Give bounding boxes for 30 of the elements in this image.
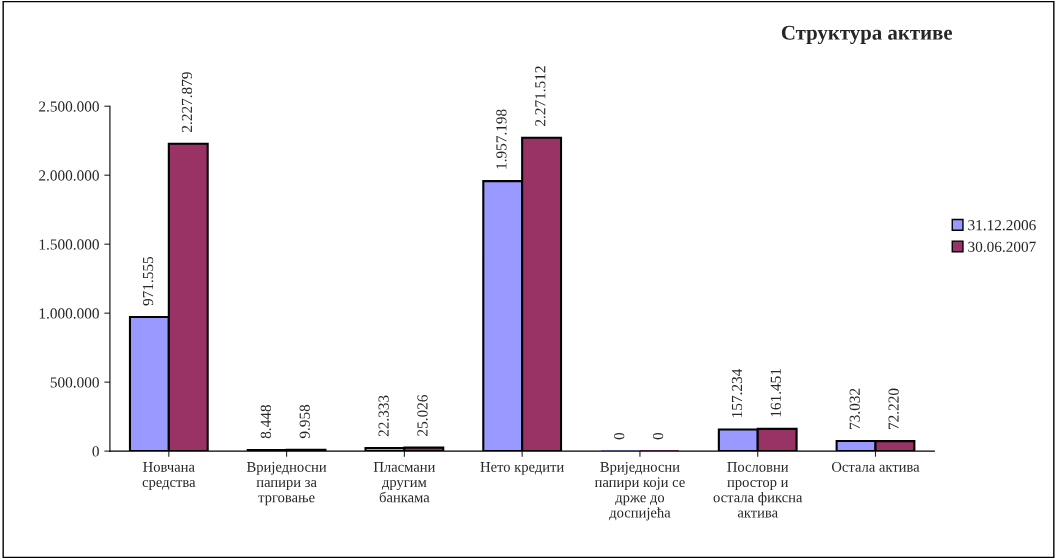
data-label: 2.227.879 bbox=[181, 72, 193, 132]
data-label: 22.333 bbox=[378, 395, 389, 437]
y-tick-label: 1.000.000 bbox=[39, 308, 99, 319]
y-tick-label: 0 bbox=[92, 446, 99, 457]
data-label: 0 bbox=[614, 432, 625, 440]
data-label: 2.271.512 bbox=[535, 66, 546, 126]
y-tick-label: 2.000.000 bbox=[39, 170, 99, 181]
data-label: 8.448 bbox=[260, 405, 272, 439]
data-label: 73.032 bbox=[849, 388, 860, 429]
x-tick-label: Пословни простор и остала фиксна актива bbox=[713, 462, 803, 518]
y-tick-label: 500.000 bbox=[50, 377, 99, 388]
y-tick-label: 2.500.000 bbox=[39, 101, 99, 112]
chart-title: Структура активе bbox=[781, 25, 953, 45]
x-tick-label: Вриједносни папири који се држе до доспијећа bbox=[594, 461, 685, 521]
x-tick-label: Пласмани другим банкама bbox=[373, 462, 436, 503]
legend-label: 30.06.2007 bbox=[968, 241, 1036, 252]
legend-label: 31.12.2006 bbox=[968, 220, 1036, 231]
x-tick-label: Остала актива bbox=[831, 461, 920, 472]
data-label: 72.220 bbox=[888, 388, 899, 430]
data-label: 971.555 bbox=[142, 256, 154, 306]
y-tick-label: 1.500.000 bbox=[39, 239, 99, 250]
data-label: 157.234 bbox=[731, 368, 743, 417]
data-label: 1.957.198 bbox=[496, 109, 507, 169]
x-tick-label: Вриједносни папири за трговање bbox=[246, 461, 327, 506]
x-tick-label: Новчана средства bbox=[142, 462, 196, 490]
data-label: 0 bbox=[652, 432, 664, 440]
data-label: 161.451 bbox=[770, 368, 782, 417]
data-label: 25.026 bbox=[417, 394, 428, 436]
x-tick-label: Нето кредити bbox=[480, 462, 564, 475]
data-label: 9.958 bbox=[299, 404, 310, 439]
